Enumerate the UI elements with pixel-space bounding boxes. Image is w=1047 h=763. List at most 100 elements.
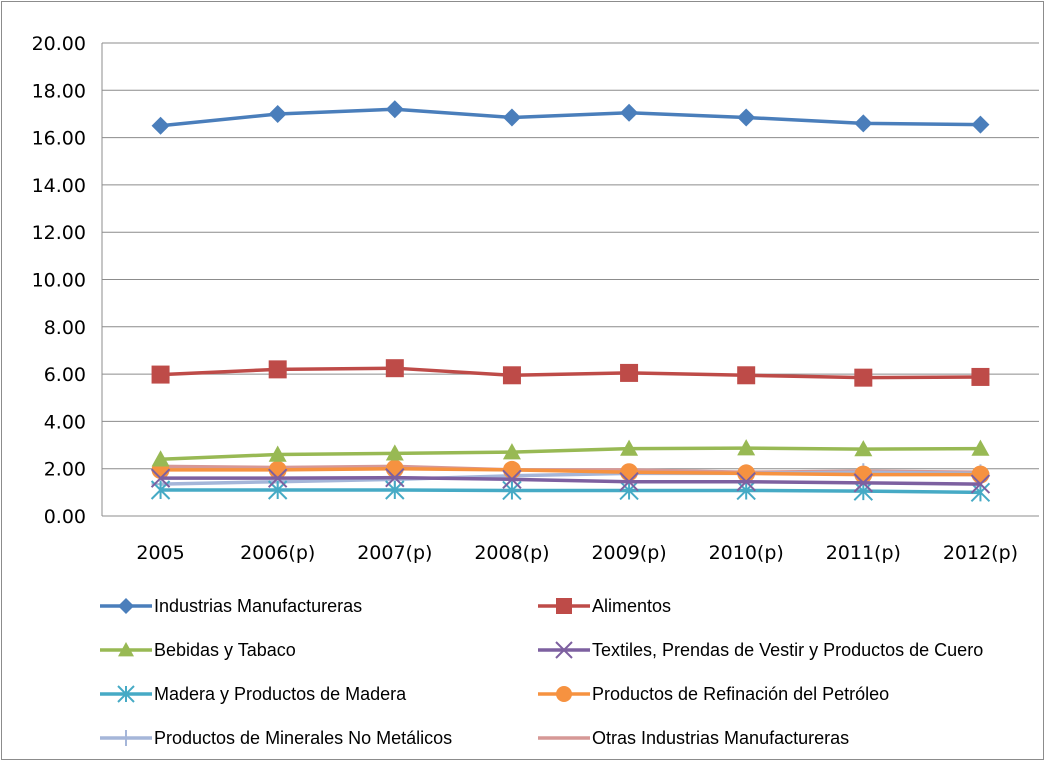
x-tick-label: 2012(p) — [943, 542, 1018, 564]
series-line — [160, 488, 981, 495]
data-point-marker — [555, 641, 573, 659]
series-line — [160, 366, 981, 380]
data-point-marker — [502, 108, 521, 127]
series-line — [160, 107, 981, 128]
data-point-marker — [971, 465, 990, 484]
series-line — [160, 475, 981, 486]
legend-item: Productos de Minerales No Metálicos — [100, 728, 452, 748]
x-tick-label: 2008(p) — [474, 542, 549, 564]
data-point-marker — [970, 482, 991, 503]
legend-item: Otras Industrias Manufactureras — [538, 728, 849, 748]
data-point-marker — [118, 598, 134, 614]
legend-item: Bebidas y Tabaco — [100, 640, 296, 660]
legend-label: Productos de Minerales No Metálicos — [154, 728, 452, 748]
data-point-marker — [151, 450, 170, 467]
data-point-marker — [619, 480, 639, 501]
data-point-marker — [268, 445, 287, 462]
y-tick-label: 2.00 — [44, 459, 86, 481]
y-tick-label: 4.00 — [44, 411, 86, 433]
y-axis-tick-labels: 0.00 2.00 4.00 6.00 8.00 10.00 12.00 14.00 16.00… — [32, 33, 86, 528]
series-textiles-prendas-de-vestir-y-productos-de-cuero — [150, 467, 991, 494]
data-point-marker — [502, 460, 521, 479]
y-tick-label: 10.00 — [32, 270, 86, 292]
data-point-marker — [854, 368, 873, 387]
data-point-marker — [385, 467, 405, 488]
y-tick-label: 20.00 — [32, 33, 86, 55]
legend-label: Productos de Refinación del Petróleo — [592, 684, 889, 704]
data-point-marker — [854, 440, 873, 457]
legend-label: Textiles, Prendas de Vestir y Productos … — [592, 640, 983, 660]
data-point-marker — [737, 108, 756, 127]
data-point-marker — [118, 642, 134, 657]
series-madera-y-productos-de-madera — [150, 480, 991, 503]
x-axis-tick-labels: 2005 2006(p) 2007(p) 2008(p) 2009(p) 2010(p) 2… — [136, 542, 1018, 564]
data-point-marker — [502, 469, 522, 490]
legend-label: Otras Industrias Manufactureras — [592, 728, 849, 748]
data-point-marker — [385, 100, 404, 119]
data-point-marker — [268, 360, 287, 379]
legend-label: Madera y Productos de Madera — [154, 684, 407, 704]
data-point-marker — [853, 473, 874, 493]
y-tick-label: 0.00 — [44, 506, 86, 528]
data-point-marker — [619, 471, 639, 492]
legend-item: Productos de Refinación del Petróleo — [538, 684, 889, 704]
data-point-marker — [853, 481, 874, 501]
y-tick-label: 16.00 — [32, 128, 86, 150]
data-point-marker — [736, 471, 756, 492]
legend-label: Industrias Manufactureras — [154, 596, 362, 616]
data-point-marker — [971, 115, 990, 134]
data-series — [150, 100, 991, 503]
x-tick-label: 2007(p) — [357, 542, 432, 564]
data-point-marker — [736, 480, 756, 501]
y-tick-label: 12.00 — [32, 222, 86, 244]
data-point-marker — [502, 366, 521, 385]
data-point-marker — [854, 465, 873, 484]
x-tick-label: 2006(p) — [240, 542, 315, 564]
y-tick-label: 8.00 — [44, 317, 86, 339]
data-point-marker — [385, 359, 404, 378]
data-point-marker — [556, 598, 572, 614]
data-point-marker — [737, 464, 756, 483]
y-tick-label: 18.00 — [32, 80, 86, 102]
data-point-marker — [971, 367, 990, 386]
legend-item: Madera y Productos de Madera — [100, 684, 407, 704]
data-point-marker — [620, 463, 639, 482]
data-point-marker — [854, 114, 873, 133]
y-tick-label: 6.00 — [44, 364, 86, 386]
data-point-marker — [268, 104, 287, 123]
data-point-marker — [385, 444, 404, 461]
data-point-marker — [118, 730, 134, 746]
y-tick-label: 14.00 — [32, 175, 86, 197]
series-line — [160, 470, 981, 486]
legend-item: Alimentos — [538, 596, 671, 616]
data-point-marker — [970, 474, 991, 494]
data-point-marker — [267, 468, 288, 488]
axes — [101, 43, 1039, 517]
data-point-marker — [502, 443, 521, 460]
legend-label: Bebidas y Tabaco — [154, 640, 296, 660]
data-point-marker — [971, 439, 990, 456]
legend-label: Alimentos — [592, 596, 671, 616]
data-point-marker — [385, 459, 404, 478]
legend-item: Textiles, Prendas de Vestir y Productos … — [538, 640, 983, 660]
data-point-marker — [620, 439, 639, 456]
x-tick-label: 2011(p) — [826, 542, 901, 564]
x-tick-label: 2010(p) — [709, 542, 784, 564]
data-point-marker — [556, 686, 572, 702]
series-industrias-manufactureras — [151, 100, 990, 135]
data-point-marker — [117, 685, 135, 703]
data-point-marker — [737, 366, 756, 385]
data-point-marker — [737, 439, 756, 456]
data-point-marker — [151, 365, 170, 384]
data-point-marker — [620, 363, 639, 382]
x-tick-label: 2009(p) — [591, 542, 666, 564]
series-alimentos — [151, 359, 990, 387]
data-point-marker — [150, 468, 171, 488]
series-line — [160, 446, 981, 461]
legend-item: Industrias Manufactureras — [100, 596, 362, 616]
series-line — [160, 466, 981, 477]
legend: Industrias Manufactureras Alimentos Bebida… — [100, 596, 983, 748]
data-point-marker — [151, 116, 170, 135]
